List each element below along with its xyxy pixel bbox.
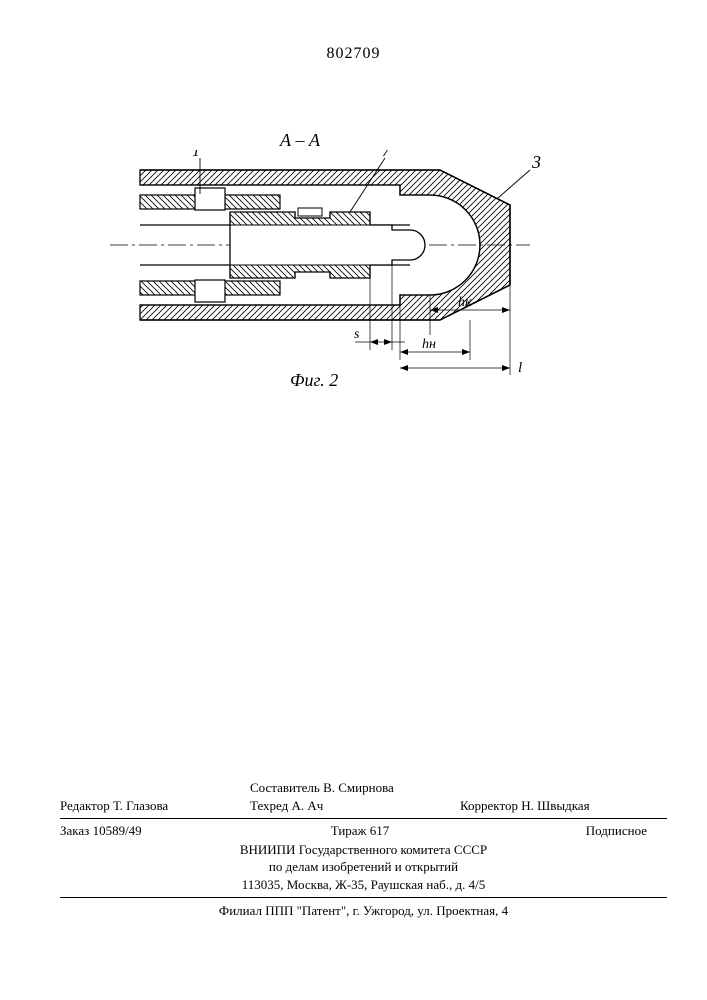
tech-name: А. Ач: [292, 798, 324, 813]
divider: [60, 897, 667, 898]
page: 802709 А – А: [0, 0, 707, 1000]
org-line-2: по делам изобретений и открытий: [60, 858, 667, 876]
callout-3: 3: [531, 152, 541, 172]
figure-label: Фиг. 2: [290, 370, 338, 391]
signed: Подписное: [586, 823, 647, 838]
compiler-label: Составитель: [250, 780, 320, 795]
address-line: 113035, Москва, Ж-35, Раушская наб., д. …: [60, 876, 667, 894]
order-no: 10589/49: [93, 823, 142, 838]
tirazh-label: Тираж: [331, 823, 367, 838]
callout-1: 1: [192, 150, 200, 160]
dim-hk: hк: [458, 295, 472, 310]
dim-hn: hн: [422, 337, 436, 352]
org-line-1: ВНИИПИ Государственного комитета СССР: [60, 841, 667, 859]
branch-line: Филиал ППП "Патент", г. Ужгород, ул. Про…: [60, 902, 667, 920]
editor-name: Т. Глазова: [113, 798, 168, 813]
compiler-name: В. Смирнова: [323, 780, 394, 795]
colophon: Составитель В. Смирнова Редактор Т. Глаз…: [60, 778, 667, 920]
patent-number: 802709: [0, 45, 707, 63]
dim-l: l: [518, 360, 522, 376]
tirazh-value: 617: [370, 823, 390, 838]
order-label: Заказ: [60, 823, 89, 838]
corrector-name: Н. Швыдкая: [521, 798, 589, 813]
divider: [60, 818, 667, 819]
corrector-label: Корректор: [460, 798, 518, 813]
cross-section-diagram: 1 7 3 s hк hн l: [100, 150, 600, 380]
dim-s: s: [354, 327, 360, 342]
callout-7: 7: [382, 150, 391, 160]
tech-label: Техред: [250, 798, 288, 813]
section-view-label: А – А: [280, 130, 320, 151]
editor-label: Редактор: [60, 798, 110, 813]
